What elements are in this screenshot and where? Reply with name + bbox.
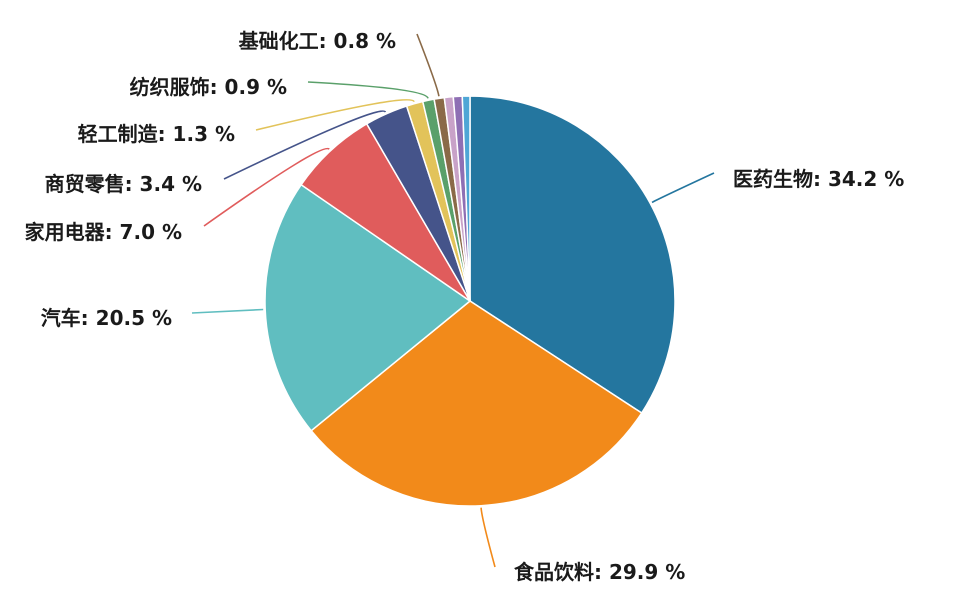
slice-label-5: 商贸零售: 3.4 %: [45, 172, 202, 196]
leader-lines: [191, 33, 715, 568]
slice-label-4: 家用电器: 7.0 %: [25, 220, 182, 244]
slice-label-7: 纺织服饰: 0.9 %: [130, 75, 287, 99]
leader-line-1: [651, 172, 715, 204]
pie-slice-2: [310, 300, 643, 507]
pie-slice-11: [461, 95, 471, 302]
leader-line-8: [416, 33, 440, 97]
leader-line-5: [223, 110, 387, 180]
pie-slice-3: [264, 183, 472, 432]
slice-label-3: 汽车: 20.5 %: [41, 306, 172, 330]
slice-label-1: 医药生物: 34.2 %: [733, 167, 904, 191]
slice-label-6: 轻工制造: 1.3 %: [78, 122, 235, 146]
leader-line-6: [255, 98, 415, 131]
leader-line-2: [480, 507, 496, 568]
leader-line-3: [191, 308, 264, 314]
pie-slices: [264, 95, 676, 507]
slice-labels: 医药生物: 34.2 % 食品饮料: 29.9 % 汽车: 20.5 % 家用电器: …: [25, 29, 905, 584]
leader-line-7: [307, 81, 429, 99]
slice-label-2: 食品饮料: 29.9 %: [514, 560, 685, 584]
leader-line-4: [203, 147, 330, 227]
slice-label-8: 基础化工: 0.8 %: [239, 29, 396, 53]
